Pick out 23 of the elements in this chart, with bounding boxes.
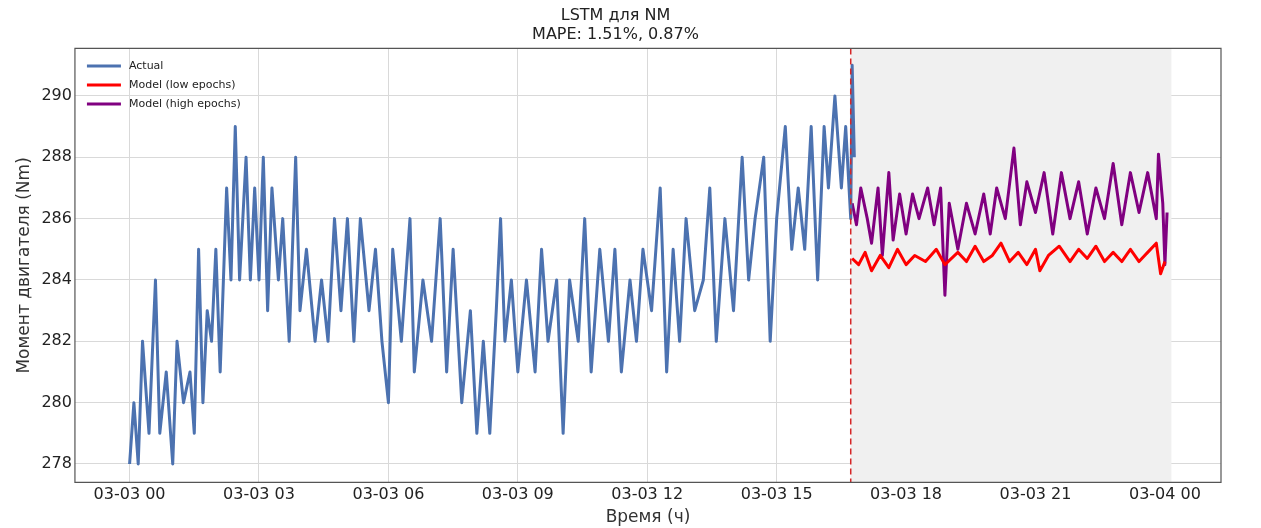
chart-subtitle: MAPE: 1.51%, 0.87%	[532, 23, 699, 43]
legend-label: Model (high epochs)	[128, 96, 241, 110]
y-tick-label: 284	[41, 269, 72, 289]
x-tick-label: 03-03 15	[740, 484, 813, 504]
x-tick-label: 03-03 12	[611, 484, 684, 504]
x-tick-label: 03-03 18	[870, 484, 943, 504]
chart-title: LSTM для NM	[560, 4, 671, 24]
legend-label: Actual	[128, 58, 164, 72]
y-axis-title: Момент двигателя (Nm)	[12, 157, 33, 374]
y-tick-label: 286	[41, 207, 72, 227]
x-tick-label: 03-03 21	[999, 484, 1072, 504]
legend-label: Model (low epochs)	[128, 77, 236, 91]
x-tick-label: 03-03 03	[223, 484, 295, 504]
x-tick-label: 03-03 06	[352, 484, 425, 504]
y-tick-label: 288	[41, 146, 72, 166]
y-tick-label: 282	[41, 330, 72, 350]
y-tick-label: 278	[41, 453, 72, 473]
x-tick-label: 03-03 00	[93, 484, 166, 504]
x-axis-title: Время (ч)	[605, 506, 691, 527]
x-tick-label: 03-04 00	[1128, 484, 1201, 504]
x-tick-label: 03-03 09	[481, 484, 554, 504]
y-tick-label: 290	[41, 85, 72, 105]
y-tick-label: 280	[41, 391, 72, 411]
